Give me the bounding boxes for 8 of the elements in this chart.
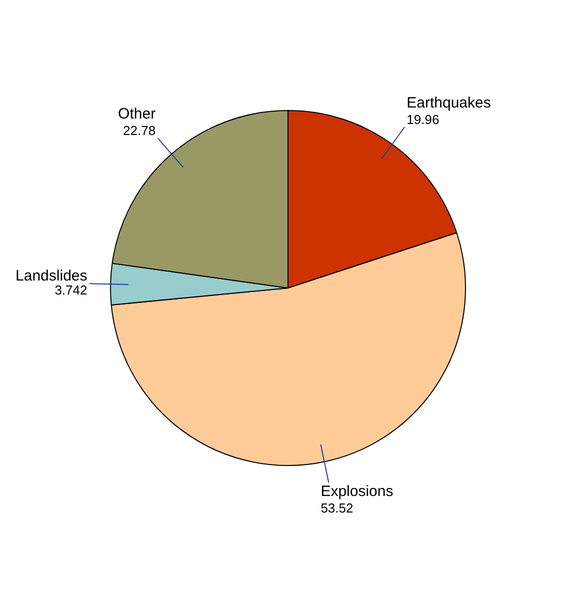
slice-label: Other bbox=[118, 106, 156, 123]
data-label: 3.742 bbox=[54, 282, 88, 298]
data-label: 22.78 bbox=[123, 123, 156, 138]
slice-label: Landslides bbox=[16, 267, 88, 284]
slice-label: Explosions bbox=[320, 483, 394, 500]
slice-label: Earthquakes bbox=[406, 94, 491, 112]
data-label: 53.52 bbox=[320, 500, 354, 516]
data-label: 19.96 bbox=[406, 112, 440, 128]
